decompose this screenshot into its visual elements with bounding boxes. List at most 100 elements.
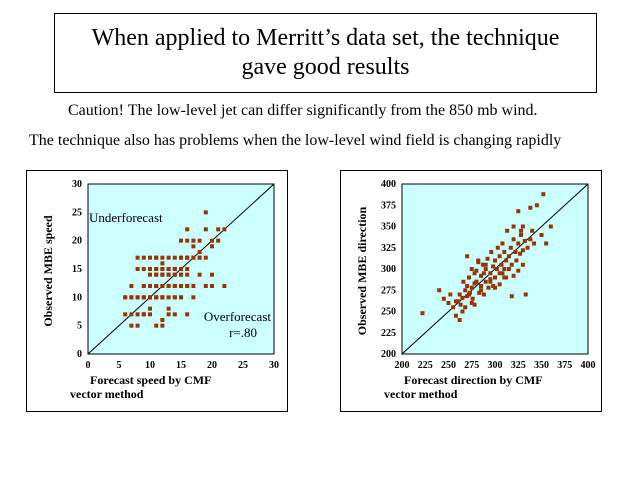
speed-data-point — [216, 238, 221, 243]
direction-data-point — [463, 288, 468, 293]
direction-x-tick-label: 350 — [534, 360, 549, 371]
direction-y-axis-label: Observed MBE direction — [355, 206, 369, 335]
direction-data-point — [483, 262, 488, 267]
direction-data-point — [504, 258, 509, 263]
speed-data-point — [148, 306, 152, 311]
speed-data-point — [148, 267, 152, 271]
title-line-1: When applied to Merritt’s data set, the … — [91, 25, 560, 51]
direction-data-point — [483, 267, 488, 271]
speed-data-point — [148, 284, 152, 288]
speed-data-point — [203, 255, 208, 260]
speed-data-point — [160, 272, 165, 277]
direction-data-point — [516, 268, 521, 273]
speed-data-point — [222, 227, 227, 232]
direction-x-tick-label: 400 — [581, 360, 596, 371]
direction-data-point — [453, 299, 458, 304]
speed-data-point — [185, 267, 190, 271]
direction-data-point — [480, 262, 485, 267]
direction-data-point — [479, 273, 484, 278]
speed-data-point — [123, 312, 128, 317]
direction-data-point — [491, 264, 496, 269]
speed-data-point — [160, 318, 165, 322]
direction-data-point — [505, 228, 510, 233]
speed-data-point — [166, 306, 171, 311]
speed-y-tick-label: 15 — [72, 264, 82, 275]
direction-data-point — [518, 251, 523, 256]
direction-data-point — [486, 285, 491, 290]
speed-data-point — [210, 284, 214, 288]
speed-data-point — [222, 284, 227, 288]
direction-data-point — [534, 203, 539, 208]
direction-data-point — [466, 292, 471, 297]
direction-x-axis-label-line2: vector method — [384, 387, 458, 401]
speed-data-point — [210, 272, 214, 277]
speed-data-point — [185, 227, 190, 232]
direction-data-point — [472, 302, 477, 307]
speed-x-tick-label: 5 — [117, 360, 122, 371]
direction-data-point — [528, 205, 533, 210]
speed-data-point — [179, 295, 183, 300]
speed-data-point — [148, 295, 152, 300]
direction-data-point — [520, 248, 525, 253]
speed-data-point — [185, 238, 190, 243]
direction-y-tick-label: 275 — [381, 285, 396, 296]
speed-data-point — [197, 250, 202, 254]
direction-data-point — [497, 254, 502, 259]
speed-data-point — [172, 272, 177, 277]
title-box: When applied to Merritt’s data set, the … — [54, 13, 597, 93]
speed-data-point — [141, 284, 146, 288]
speed-scatter-chart: 0 5 10 15 20 25 30 0 5 10 15 20 25 30 Observed MBE spe… — [41, 179, 279, 401]
speed-y-tick-label: 10 — [72, 292, 82, 303]
speed-data-point — [210, 244, 214, 249]
speed-data-point — [216, 227, 221, 232]
speed-data-point — [172, 267, 177, 271]
direction-data-point — [530, 228, 535, 233]
speed-data-point — [154, 267, 159, 271]
speed-data-point — [197, 238, 202, 243]
direction-x-tick-label: 200 — [395, 360, 410, 371]
speed-data-point — [191, 244, 196, 249]
direction-data-point — [481, 271, 486, 276]
speed-data-point — [172, 295, 177, 300]
direction-data-point — [511, 273, 516, 278]
speed-data-point — [166, 255, 171, 260]
speed-x-tick-label: 0 — [86, 360, 91, 371]
direction-y-tick-label: 225 — [381, 328, 396, 339]
direction-data-point — [516, 241, 521, 246]
speed-data-point — [166, 312, 171, 317]
direction-data-point — [541, 192, 546, 197]
direction-x-axis-label-line1: Forecast direction by CMF — [404, 373, 543, 387]
direction-data-point — [544, 241, 549, 246]
direction-y-tick-label: 300 — [381, 264, 396, 275]
direction-x-tick-label: 250 — [441, 360, 456, 371]
speed-annotation: Underforecast — [89, 210, 163, 225]
speed-data-point — [148, 312, 152, 317]
speed-data-point — [179, 272, 183, 277]
direction-x-tick-label: 275 — [464, 360, 479, 371]
speed-data-point — [141, 295, 146, 300]
speed-data-point — [203, 210, 208, 215]
speed-data-point — [135, 295, 140, 300]
direction-data-point — [497, 271, 502, 276]
speed-y-axis-label: Observed MBE speed — [41, 215, 55, 327]
direction-data-point — [476, 260, 481, 265]
direction-data-point — [539, 233, 544, 237]
speed-x-tick-label: 20 — [207, 360, 217, 371]
direction-data-point — [489, 250, 494, 254]
direction-data-point — [519, 228, 524, 233]
speed-data-point — [185, 255, 190, 260]
direction-data-point — [511, 224, 516, 229]
direction-y-tick-label: 325 — [381, 243, 396, 254]
speed-data-point — [179, 284, 183, 288]
direction-data-point — [532, 241, 537, 246]
speed-annotation: Overforecast — [204, 309, 272, 324]
direction-data-point — [469, 285, 474, 290]
speed-data-point — [185, 312, 190, 317]
title-line-2: gave good results — [241, 54, 410, 80]
direction-data-point — [528, 237, 533, 242]
direction-data-point — [458, 302, 463, 307]
direction-data-point — [513, 250, 518, 254]
speed-data-point — [191, 295, 196, 300]
speed-data-point — [179, 255, 183, 260]
direction-data-point — [479, 284, 484, 288]
